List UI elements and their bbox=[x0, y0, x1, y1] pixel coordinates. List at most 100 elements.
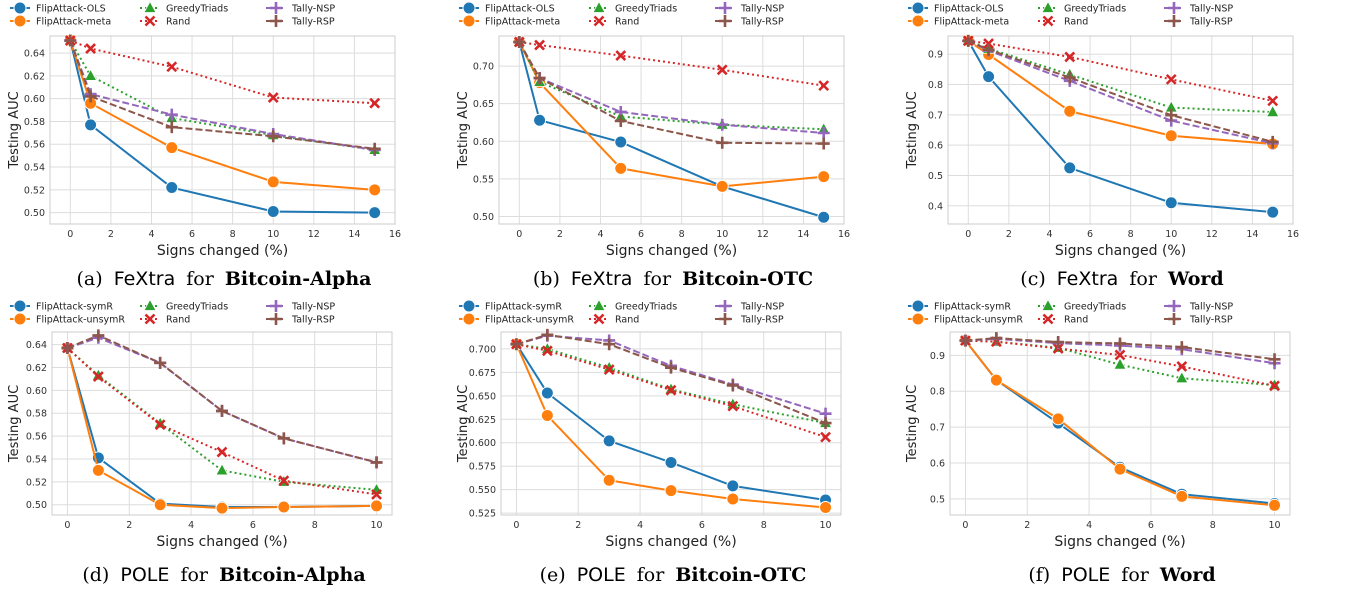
y-axis-label: Testing AUC bbox=[7, 385, 22, 463]
x-tick-label: 8 bbox=[679, 229, 685, 240]
legend-item: GreedyTriads bbox=[140, 300, 228, 313]
legend-marker bbox=[912, 2, 924, 14]
data-point bbox=[1269, 499, 1281, 511]
x-tick-label: 10 bbox=[267, 229, 279, 240]
legend-item: Rand bbox=[589, 315, 639, 326]
legend-item: Tally-NSP bbox=[1164, 300, 1233, 313]
legend-marker bbox=[719, 313, 731, 325]
y-tick-label: 0.9 bbox=[930, 351, 945, 362]
caption-c: (c) FeXtra for Word bbox=[898, 268, 1346, 290]
data-point bbox=[1165, 130, 1177, 142]
legend-label: FlipAttack-OLS bbox=[485, 4, 555, 15]
legend-item: GreedyTriads bbox=[1038, 300, 1126, 313]
x-tick-label: 12 bbox=[757, 229, 769, 240]
y-tick-label: 0.575 bbox=[469, 462, 496, 473]
legend-item: Tally-NSP bbox=[266, 2, 335, 15]
legend-item: Tally-NSP bbox=[1164, 2, 1233, 15]
chart-d: 0 2 4 6 8 10 0.50 0.52 0.54 0.56 0.58 0.60 0.62 0.64 S… bbox=[0, 298, 448, 558]
legend-marker bbox=[14, 313, 26, 325]
x-tick-label: 8 bbox=[761, 520, 767, 531]
legend-label: FlipAttack-symR bbox=[934, 302, 1011, 313]
y-tick-label: 0.56 bbox=[26, 432, 47, 443]
x-tick-label: 0 bbox=[516, 229, 522, 240]
caption-for: for bbox=[637, 564, 665, 586]
legend-label: FlipAttack-symR bbox=[36, 302, 113, 313]
legend-marker bbox=[463, 313, 475, 325]
y-tick-label: 0.54 bbox=[24, 163, 45, 174]
caption-for: for bbox=[1129, 268, 1157, 290]
y-tick-label: 0.8 bbox=[930, 387, 945, 398]
legend-label: Tally-RSP bbox=[740, 17, 784, 28]
legend-item: Rand bbox=[1038, 17, 1088, 28]
data-point bbox=[369, 207, 381, 219]
legend-label: GreedyTriads bbox=[1064, 302, 1126, 313]
legend-label: FlipAttack-meta bbox=[36, 17, 111, 28]
legend-item: FlipAttack-OLS bbox=[459, 2, 555, 15]
legend-label: Rand bbox=[1064, 315, 1088, 326]
y-tick-label: 0.64 bbox=[26, 340, 47, 351]
y-tick-label: 0.64 bbox=[24, 49, 45, 60]
legend-label: GreedyTriads bbox=[1064, 4, 1126, 15]
x-tick-label: 10 bbox=[370, 520, 382, 531]
legend-label: Rand bbox=[166, 17, 190, 28]
panel-f: 0 2 4 6 8 10 0.5 0.6 0.7 0.8 0.9 Signs changed (%) T… bbox=[898, 298, 1346, 595]
legend-label: FlipAttack-OLS bbox=[934, 4, 1004, 15]
y-tick-label: 0.70 bbox=[473, 62, 494, 73]
x-tick-label: 10 bbox=[1268, 520, 1280, 531]
x-tick-label: 10 bbox=[819, 520, 831, 531]
caption-method: POLE bbox=[577, 564, 626, 586]
legend-label: FlipAttack-meta bbox=[485, 17, 560, 28]
caption-e: (e) POLE for Bitcoin-OTC bbox=[449, 564, 897, 586]
data-point bbox=[1267, 206, 1279, 218]
legend-marker bbox=[912, 300, 924, 312]
legend-label: FlipAttack-symR bbox=[485, 302, 562, 313]
legend-marker bbox=[463, 300, 475, 312]
legend-item: Tally-NSP bbox=[715, 300, 784, 313]
legend-marker bbox=[1168, 15, 1180, 27]
legend-marker bbox=[912, 15, 924, 27]
y-tick-label: 0.50 bbox=[24, 208, 45, 219]
y-tick-label: 0.60 bbox=[24, 94, 45, 105]
y-axis-label: Testing AUC bbox=[905, 91, 920, 169]
x-tick-label: 4 bbox=[188, 520, 194, 531]
panel-d: 0 2 4 6 8 10 0.50 0.52 0.54 0.56 0.58 0.60 0.62 0.64 S… bbox=[0, 298, 448, 595]
x-tick-label: 6 bbox=[250, 520, 256, 531]
x-tick-label: 2 bbox=[108, 229, 114, 240]
legend-item: GreedyTriads bbox=[589, 300, 677, 313]
caption-b: (b) FeXtra for Bitcoin-OTC bbox=[449, 268, 897, 290]
data-point bbox=[818, 171, 830, 183]
legend-label: Tally-RSP bbox=[740, 315, 784, 326]
caption-label: (f) bbox=[1028, 564, 1050, 586]
legend-label: Tally-NSP bbox=[740, 302, 784, 313]
chart-e: 0 2 4 6 8 100.5250.5500.5750.6000.6250.6500.6… bbox=[449, 298, 897, 558]
y-tick-label: 0.5 bbox=[928, 171, 943, 182]
y-tick-label: 0.50 bbox=[26, 500, 47, 511]
x-tick-label: 4 bbox=[597, 229, 603, 240]
x-tick-label: 14 bbox=[348, 229, 360, 240]
data-point bbox=[154, 499, 166, 511]
legend-marker bbox=[1168, 313, 1180, 325]
y-tick-label: 0.65 bbox=[473, 99, 494, 110]
y-tick-label: 0.60 bbox=[26, 386, 47, 397]
legend-item: Rand bbox=[589, 17, 639, 28]
legend-marker bbox=[270, 2, 282, 14]
y-tick-label: 0.7 bbox=[930, 423, 945, 434]
caption-dataset: Bitcoin-Alpha bbox=[219, 564, 366, 586]
x-tick-label: 10 bbox=[1165, 229, 1177, 240]
data-point bbox=[1176, 490, 1188, 502]
y-axis-label: Testing AUC bbox=[456, 91, 471, 169]
data-point bbox=[369, 184, 381, 196]
x-tick-label: 4 bbox=[148, 229, 154, 240]
y-tick-label: 0.5 bbox=[930, 494, 945, 505]
caption-for: for bbox=[186, 268, 214, 290]
legend: FlipAttack-symRFlipAttack-unsymRGreedyTr… bbox=[908, 300, 1233, 326]
chart-b: 0 2 4 6 8 10 12 14 160.500.550.600.650.70Signs c… bbox=[449, 0, 897, 260]
legend-label: FlipAttack-unsymR bbox=[36, 315, 125, 326]
panel-b: 0 2 4 6 8 10 12 14 16 0.50 0.55 0.60 0.65 0.70 Signs c… bbox=[449, 0, 897, 297]
x-tick-label: 10 bbox=[716, 229, 728, 240]
y-axis-label: Testing AUC bbox=[7, 91, 22, 169]
legend-item: Tally-NSP bbox=[715, 2, 784, 15]
y-tick-label: 0.62 bbox=[26, 363, 47, 374]
data-point bbox=[665, 456, 677, 468]
legend-label: Tally-RSP bbox=[1189, 315, 1233, 326]
